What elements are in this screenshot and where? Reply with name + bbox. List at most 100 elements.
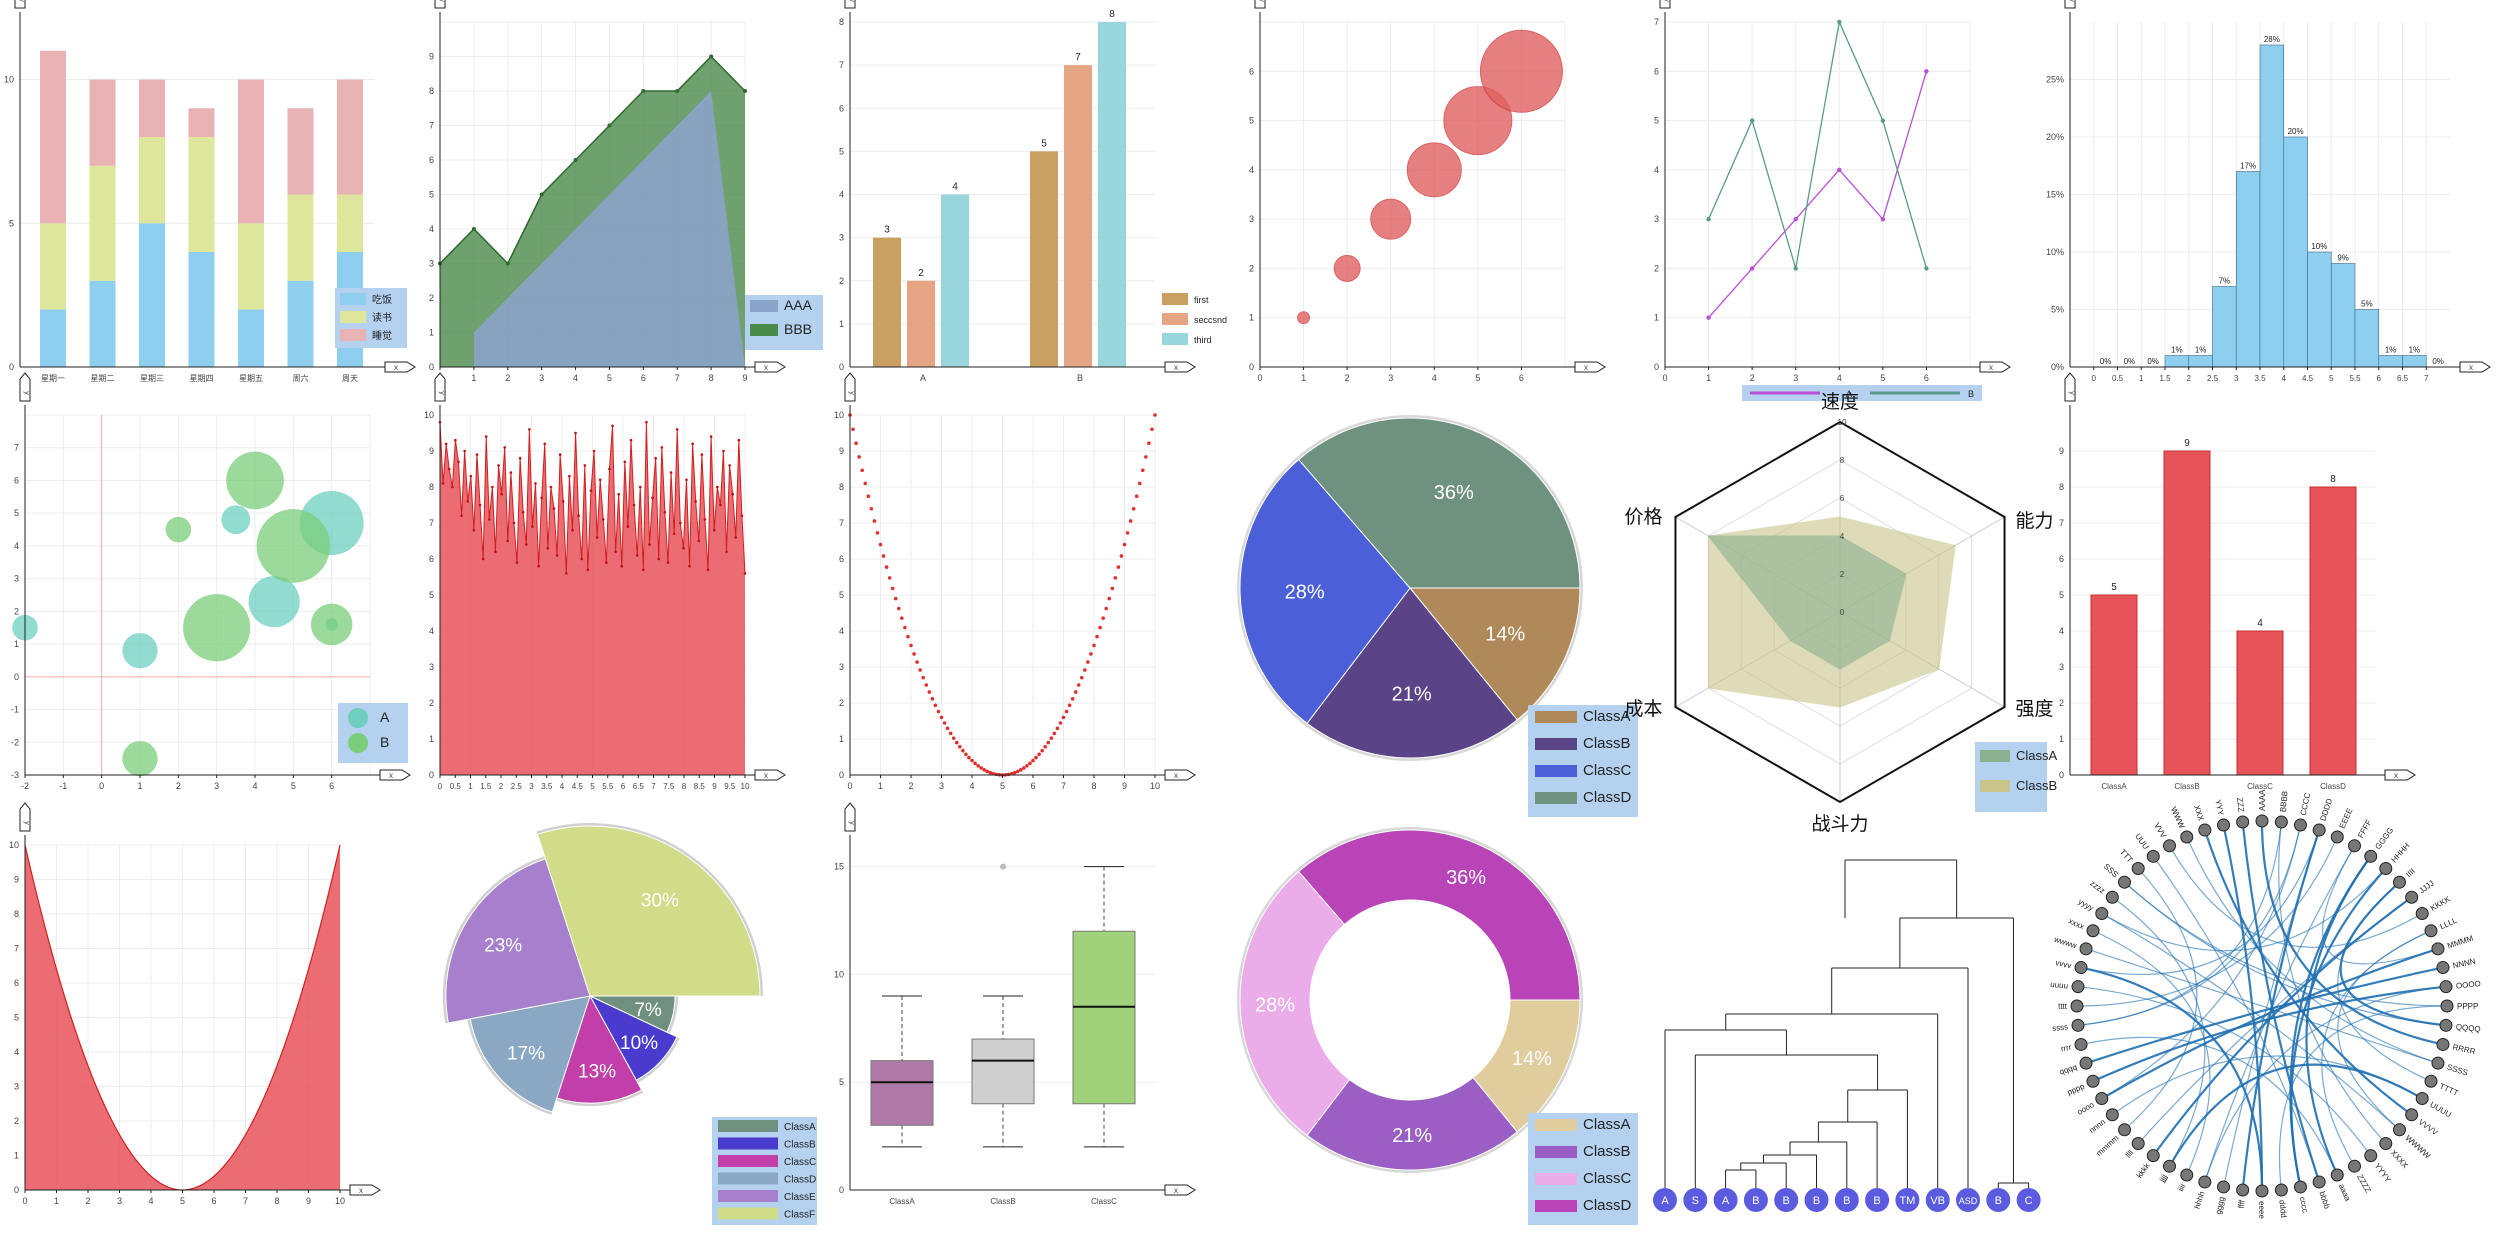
- point: [675, 428, 679, 431]
- y-tick-label: 10%: [2046, 247, 2064, 257]
- histogram-bar: [2212, 286, 2237, 368]
- x-tick-label: 星期二: [91, 374, 115, 383]
- y-tick-label: 1: [14, 1151, 19, 1161]
- chord-node: [2364, 849, 2378, 863]
- point: [1153, 413, 1157, 417]
- point: [1119, 554, 1124, 558]
- legend-label: ClassB: [2016, 778, 2057, 793]
- slice-label: 10%: [620, 1033, 658, 1054]
- bar: [139, 137, 165, 224]
- point: [1101, 616, 1105, 620]
- chord-node: [2118, 1123, 2132, 1137]
- point: [481, 557, 485, 561]
- chord-node-label: jjjj: [2157, 1173, 2169, 1185]
- tree-leaf-node: [1804, 1188, 1829, 1212]
- donut-slice: [1297, 829, 1581, 1001]
- point: [663, 510, 667, 514]
- point: [909, 643, 913, 648]
- bar-value-label: 0%: [2147, 357, 2159, 366]
- x-axis-name: x: [764, 771, 768, 780]
- bar-value-label: 8: [2330, 474, 2336, 485]
- y-axis-name: y: [1663, 0, 1670, 2]
- point: [651, 496, 654, 500]
- chord-node-label: gggg: [2214, 1196, 2227, 1215]
- point: [1134, 494, 1139, 499]
- bar: [1030, 151, 1058, 367]
- tree-leaf-label: A: [1722, 1195, 1730, 1207]
- point: [645, 420, 648, 424]
- y-tick-label: 0: [429, 770, 434, 780]
- radial-tick-label: 0: [1840, 608, 1845, 617]
- point: [515, 561, 519, 564]
- bubble: [1370, 198, 1412, 240]
- bar: [40, 50, 66, 224]
- point: [1122, 542, 1127, 547]
- x-tick-label: ClassC: [2247, 782, 2273, 791]
- legend-swatch: [718, 1190, 778, 1202]
- point: [1022, 766, 1026, 770]
- y-tick-label: 9: [14, 875, 19, 885]
- y-axis-name-tab: [844, 802, 856, 832]
- slice-label: 30%: [641, 891, 679, 912]
- slice-label: 7%: [634, 1000, 662, 1021]
- legend-swatch: [718, 1207, 778, 1220]
- point: [457, 460, 460, 464]
- chord-node-label: JJJJ: [2417, 879, 2435, 896]
- chord-node-label: TTTT: [2438, 1082, 2460, 1098]
- x-tick-label: 9.5: [724, 782, 736, 791]
- x-tick-label: 2.5: [511, 782, 523, 791]
- chord-node: [2364, 1149, 2378, 1163]
- x-tick-label: 4.5: [572, 782, 584, 791]
- legend-label: A: [380, 709, 390, 725]
- y-tick-label: 8: [429, 482, 434, 492]
- chord-node-label: yyyy: [2077, 897, 2095, 913]
- chord-node-label: YYYY: [2373, 1161, 2393, 1184]
- point: [942, 721, 947, 725]
- x-tick-label: 4: [1432, 373, 1437, 383]
- donut-slice: [1239, 870, 1351, 1136]
- x-tick-label: 4: [2282, 374, 2287, 383]
- y-tick-label: 5: [2059, 590, 2064, 600]
- x-tick-label: 4: [969, 781, 974, 791]
- y-tick-label: 6: [1654, 66, 1659, 76]
- slice-label: 28%: [1255, 994, 1295, 1016]
- y-tick-label: 6: [839, 103, 844, 113]
- legend-label: ClassA: [784, 1122, 816, 1133]
- chord-node: [2424, 1074, 2438, 1088]
- y-tick-label: 5: [14, 1013, 19, 1023]
- chord-node: [2180, 830, 2194, 844]
- chord-node-label: ssss: [2052, 1022, 2069, 1033]
- pie-slice: [1239, 458, 1411, 724]
- tree-leaf-label: B: [1783, 1195, 1790, 1207]
- y-tick-label: 3: [14, 574, 19, 584]
- point: [497, 464, 500, 467]
- x-tick-label: 0: [847, 781, 852, 791]
- bar-value-label: 0%: [2432, 357, 2444, 366]
- radar-axis-label: 成本: [1624, 698, 1662, 720]
- bar: [139, 223, 165, 367]
- y-tick-label: 0: [9, 362, 14, 372]
- chord-link: [2278, 1005, 2448, 1191]
- legend-swatch: [1535, 1146, 1577, 1158]
- bar-value-label: 7%: [2219, 277, 2231, 286]
- slice-label: 23%: [484, 936, 522, 957]
- bar-value-label: 4: [2257, 618, 2263, 629]
- chord-node-label: MMMM: [2446, 934, 2474, 951]
- x-tick-label: ClassD: [2320, 782, 2346, 791]
- point: [875, 531, 880, 535]
- line-chart-a-b: x y 0 1 2 3 4 5 6 0 1 2 3 4 5 6 7 A B: [1654, 0, 2011, 401]
- tree-leaf-node: [2016, 1188, 2041, 1212]
- bar: [287, 280, 314, 367]
- point: [1880, 216, 1886, 222]
- point: [1037, 752, 1041, 757]
- x-tick-label: 5: [1000, 781, 1005, 791]
- point: [1924, 69, 1929, 74]
- rose-slice: [536, 825, 761, 997]
- x-tick-label: 1: [54, 1196, 59, 1206]
- bubble: [248, 575, 300, 628]
- point: [1040, 748, 1044, 753]
- y-tick-label: 15%: [2046, 190, 2064, 200]
- y-tick-label: 7: [2059, 518, 2064, 528]
- point: [700, 453, 704, 456]
- point: [1055, 726, 1060, 731]
